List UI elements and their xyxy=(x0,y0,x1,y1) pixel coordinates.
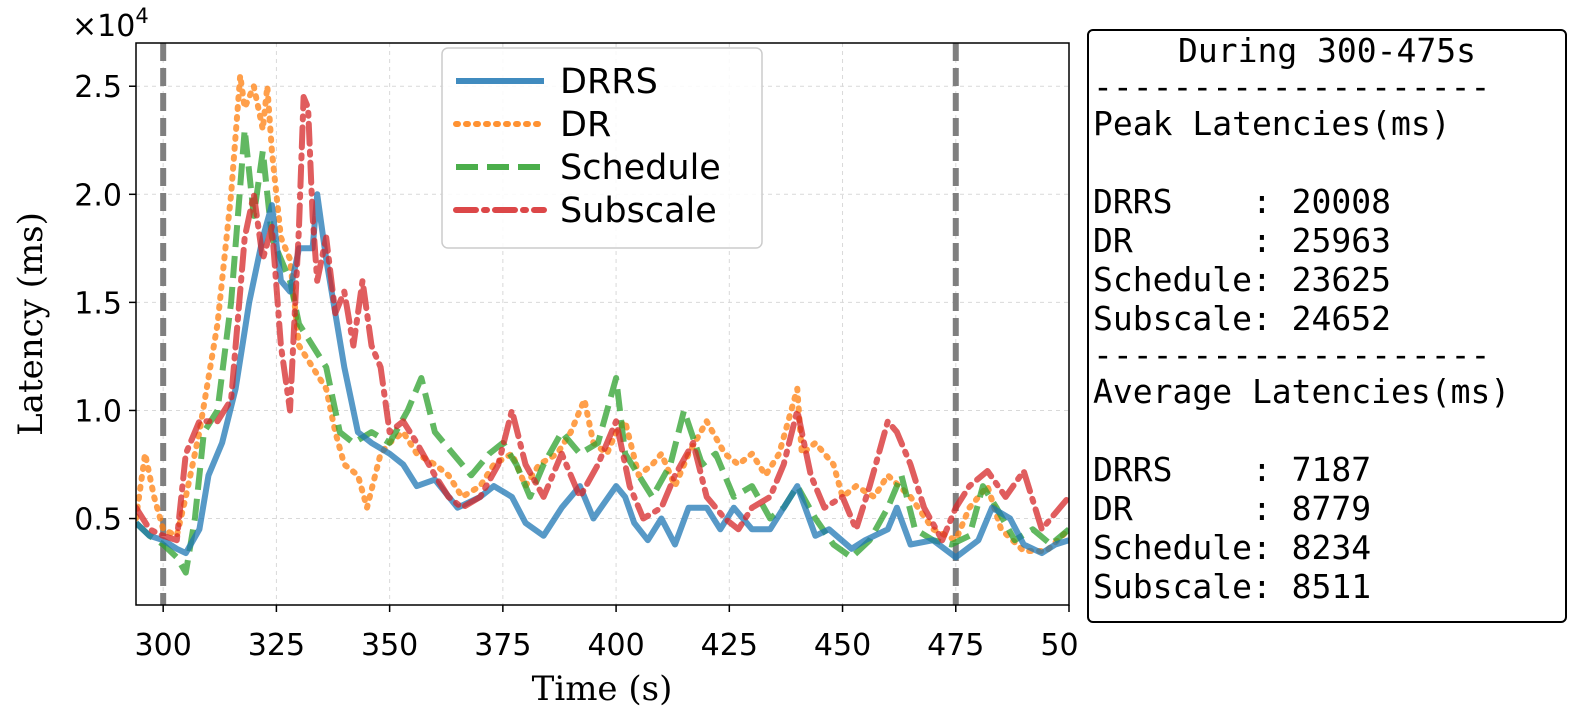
series-lines xyxy=(136,72,1069,576)
legend-frame xyxy=(441,47,763,249)
avg-header: Average Latencies(ms) xyxy=(1093,372,1511,411)
x-tick-label: 500 xyxy=(1040,628,1080,663)
x-tick-label: 350 xyxy=(361,628,418,663)
series-line-schedule xyxy=(136,126,1069,576)
y-tick-label: 2.5 xyxy=(74,70,122,105)
x-tick-label: 425 xyxy=(701,628,758,663)
avg-row-subscale: Subscale: 8511 xyxy=(1093,567,1372,606)
x-axis-label: Time (s) xyxy=(532,669,673,709)
y-axis-multiplier: ×104 xyxy=(72,4,149,44)
series-line-dr xyxy=(136,72,1069,554)
legend-label-dr: DR xyxy=(560,105,611,145)
avg-row-dr: DR : 8779 xyxy=(1093,489,1372,528)
peak-row-dr: DR : 25963 xyxy=(1093,221,1392,260)
plot-frame xyxy=(135,42,1070,606)
x-tick-label: 300 xyxy=(135,628,192,663)
y-tick-label: 1.0 xyxy=(74,394,122,429)
stats-spacer xyxy=(1093,143,1565,182)
x-axis-ticks: 300 325 350 375 400 425 450 475 500 xyxy=(135,605,1080,663)
peak-row-subscale: Subscale: 24652 xyxy=(1093,299,1392,338)
vertical-markers xyxy=(160,43,959,605)
stats-box: During 300-475s -------------------- Pea… xyxy=(1087,29,1567,623)
avg-row-schedule: Schedule: 8234 xyxy=(1093,528,1372,567)
peak-row-schedule: Schedule: 23625 xyxy=(1093,260,1392,299)
stats-divider: -------------------- xyxy=(1093,338,1491,372)
y-axis-label: Latency (ms) xyxy=(11,212,51,436)
peak-row-drrs: DRRS : 20008 xyxy=(1093,182,1392,221)
y-tick-label: 0.5 xyxy=(74,503,122,538)
x-tick-label: 325 xyxy=(248,628,305,663)
stats-title: During 300-475s xyxy=(1177,31,1476,70)
series-line-subscale xyxy=(136,94,1069,544)
legend-label-drrs: DRRS xyxy=(560,62,658,102)
x-tick-label: 450 xyxy=(814,628,871,663)
stats-spacer xyxy=(1093,411,1565,450)
y-axis-ticks: 0.5 1.0 1.5 2.0 2.5 xyxy=(74,70,136,538)
x-tick-label: 400 xyxy=(587,628,644,663)
latency-chart: 300 325 350 375 400 425 450 475 500 0.5 1.0 1.5 2.0… xyxy=(11,4,1080,709)
peak-header: Peak Latencies(ms) xyxy=(1093,104,1451,143)
series-line-drrs xyxy=(136,191,1069,561)
legend-label-subscale: Subscale xyxy=(560,191,717,231)
y-tick-label: 1.5 xyxy=(74,286,122,321)
y-tick-label: 2.0 xyxy=(74,178,122,213)
x-tick-label: 475 xyxy=(927,628,984,663)
stats-divider: -------------------- xyxy=(1093,70,1491,104)
x-tick-label: 375 xyxy=(474,628,531,663)
avg-row-drrs: DRRS : 7187 xyxy=(1093,450,1372,489)
legend-label-schedule: Schedule xyxy=(560,148,721,188)
